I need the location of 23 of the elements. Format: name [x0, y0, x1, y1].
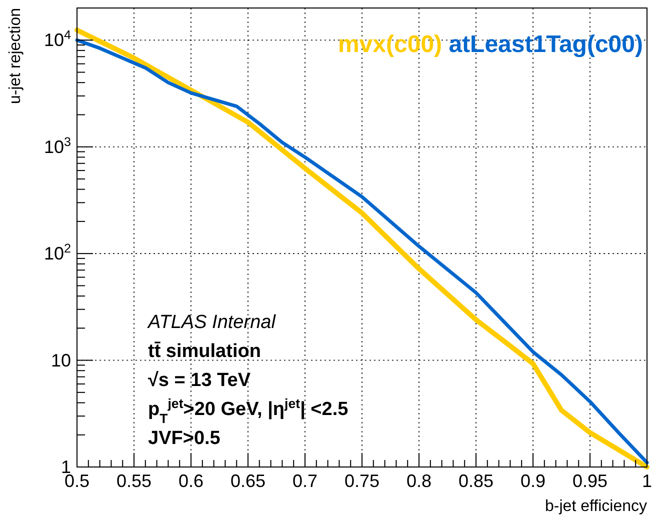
- x-tick-label: 0.8: [406, 471, 432, 491]
- annotation: √s = 13 TeV: [148, 370, 251, 391]
- annotation: p$_{T}$$^{jet}$>20 GeV, |η$^{jet}$| <2.5: [148, 396, 349, 426]
- x-tick-label: 0.7: [292, 471, 318, 491]
- y-axis-title: u-jet rejection: [7, 8, 24, 104]
- x-tick-label: 0.55: [116, 471, 152, 491]
- x-tick-label: 0.6: [178, 471, 204, 491]
- annotation: JVF>0.5: [148, 428, 221, 449]
- annotation: ATLAS Internal: [147, 312, 276, 333]
- y-tick-label: 10$^{4}$: [44, 28, 71, 50]
- y-tick-label: 10: [50, 350, 71, 370]
- x-tick-label: 0.75: [344, 471, 380, 491]
- x-tick-label: 0.95: [572, 471, 608, 491]
- y-tick-label: 10$^{2}$: [44, 242, 71, 264]
- x-tick-label: 0.65: [230, 471, 266, 491]
- text: mvx(c00): [338, 31, 442, 58]
- text: atLeast1Tag(c00): [442, 31, 643, 58]
- x-tick-label: 0.85: [458, 471, 494, 491]
- x-tick-label: 1: [642, 471, 652, 491]
- x-axis-title: b-jet efficiency: [545, 498, 647, 515]
- y-tick-label: 10$^{3}$: [44, 134, 71, 157]
- x-tick-label: 0.9: [520, 471, 546, 491]
- annotation: tt̄ simulation: [148, 341, 261, 362]
